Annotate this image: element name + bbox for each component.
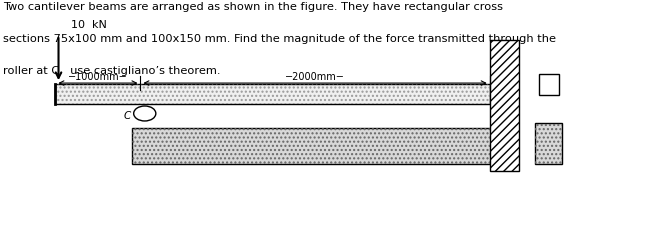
Bar xyxy=(55,84,490,104)
Bar xyxy=(535,123,562,164)
Text: roller at C.  use castigliano’s theorem.: roller at C. use castigliano’s theorem. xyxy=(3,66,220,76)
Text: Two cantilever beams are arranged as shown in the figure. They have rectangular : Two cantilever beams are arranged as sho… xyxy=(3,2,503,12)
Text: 10  kN: 10 kN xyxy=(71,20,107,30)
Text: −1000mm−: −1000mm− xyxy=(68,72,128,82)
Ellipse shape xyxy=(134,106,156,121)
Bar xyxy=(539,74,559,95)
Text: −2000mm−: −2000mm− xyxy=(285,72,345,82)
Bar xyxy=(490,40,519,171)
Bar xyxy=(133,128,493,164)
Bar xyxy=(133,128,493,164)
Bar xyxy=(55,84,490,104)
Text: sections 75x100 mm and 100x150 mm. Find the magnitude of the force transmitted t: sections 75x100 mm and 100x150 mm. Find … xyxy=(3,34,556,44)
Bar xyxy=(535,123,562,164)
Text: C: C xyxy=(123,111,131,121)
